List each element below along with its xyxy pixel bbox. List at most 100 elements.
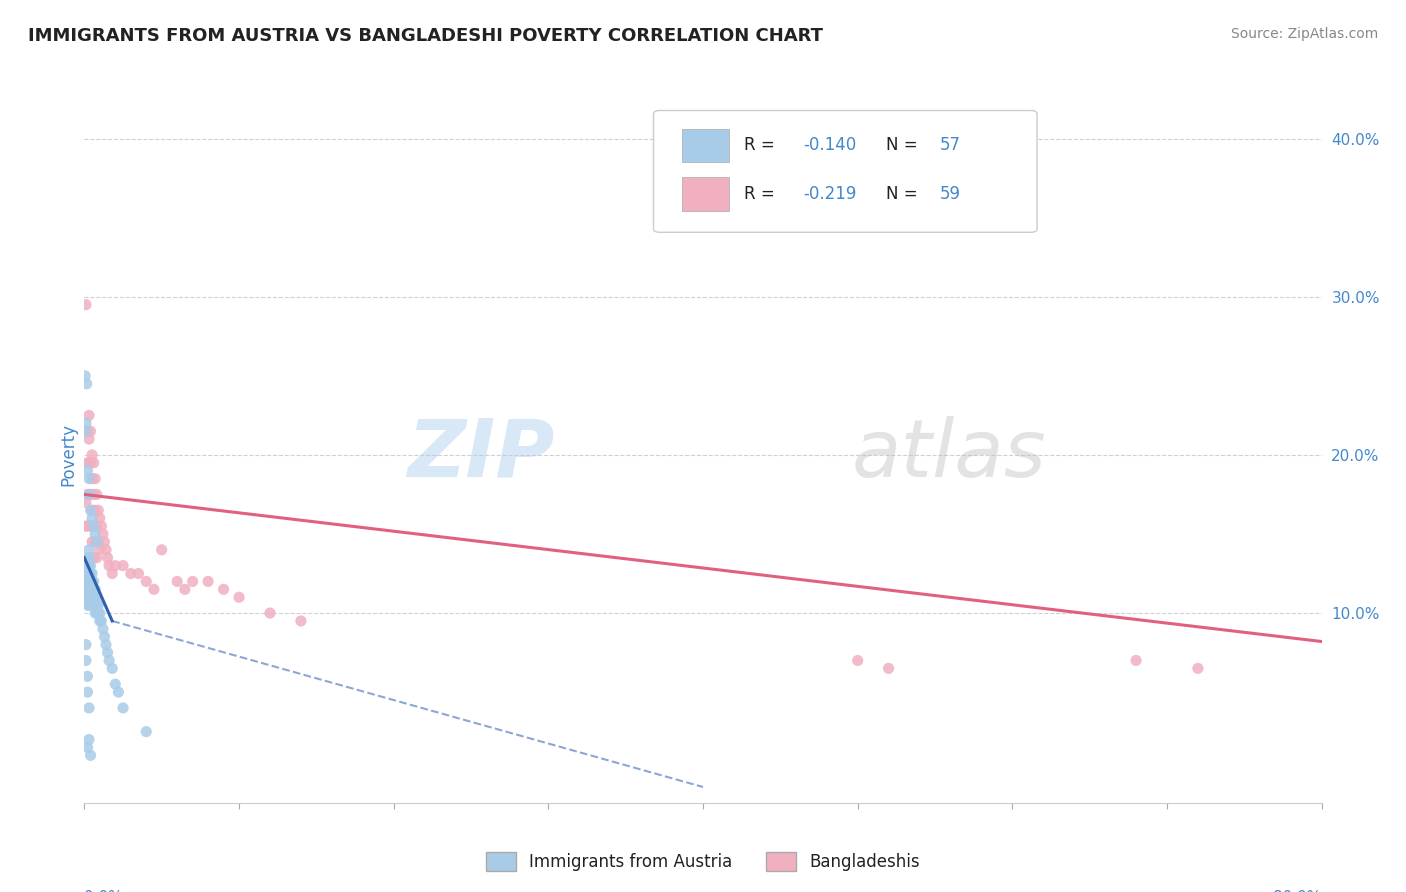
Point xyxy=(76,487,98,501)
Point xyxy=(197,574,219,589)
Point xyxy=(77,542,100,557)
Point xyxy=(76,550,98,565)
Point xyxy=(101,566,124,581)
Point xyxy=(86,591,108,605)
Point xyxy=(97,646,120,660)
Point xyxy=(86,550,108,565)
Point xyxy=(83,519,105,533)
Point xyxy=(82,574,104,589)
Point xyxy=(86,487,108,501)
Text: R =: R = xyxy=(744,136,780,154)
Point xyxy=(76,519,98,533)
Point xyxy=(128,566,150,581)
Point xyxy=(94,542,117,557)
Point xyxy=(112,558,135,573)
Point xyxy=(89,606,111,620)
Point xyxy=(79,598,101,612)
Point xyxy=(76,424,98,438)
Point xyxy=(143,582,166,597)
Point xyxy=(82,591,104,605)
Point xyxy=(83,598,105,612)
Point xyxy=(1187,661,1209,675)
Point xyxy=(89,614,111,628)
Point xyxy=(77,574,100,589)
Point xyxy=(91,622,114,636)
Text: atlas: atlas xyxy=(852,416,1046,494)
Text: N =: N = xyxy=(886,136,922,154)
Text: IMMIGRANTS FROM AUSTRIA VS BANGLADESHI POVERTY CORRELATION CHART: IMMIGRANTS FROM AUSTRIA VS BANGLADESHI P… xyxy=(28,27,823,45)
Point xyxy=(87,598,110,612)
Point xyxy=(98,653,121,667)
Point xyxy=(77,456,100,470)
Point xyxy=(75,574,97,589)
Point xyxy=(83,487,105,501)
Point xyxy=(84,582,107,597)
Point xyxy=(77,591,100,605)
Point xyxy=(83,550,105,565)
Point xyxy=(82,503,104,517)
Point xyxy=(93,630,115,644)
Point xyxy=(75,368,97,383)
Point xyxy=(75,582,97,597)
Point xyxy=(75,653,97,667)
Point xyxy=(86,606,108,620)
Point xyxy=(259,606,281,620)
Point xyxy=(79,582,101,597)
Point xyxy=(77,732,100,747)
Point xyxy=(166,574,188,589)
Point xyxy=(82,448,104,462)
Point xyxy=(120,566,142,581)
Point xyxy=(76,456,98,470)
Point xyxy=(76,591,98,605)
Point xyxy=(89,511,111,525)
Point xyxy=(77,487,100,501)
Point xyxy=(82,472,104,486)
Point xyxy=(77,432,100,446)
Point xyxy=(76,598,98,612)
Point xyxy=(181,574,204,589)
Point xyxy=(150,542,173,557)
Point xyxy=(75,424,97,438)
Point xyxy=(82,511,104,525)
Point xyxy=(76,558,98,573)
Bar xyxy=(682,178,728,211)
Point xyxy=(101,661,124,675)
Text: R =: R = xyxy=(744,185,780,203)
Point xyxy=(93,534,115,549)
Point xyxy=(82,566,104,581)
Point xyxy=(76,685,98,699)
Y-axis label: Poverty: Poverty xyxy=(59,424,77,486)
Point xyxy=(83,582,105,597)
FancyBboxPatch shape xyxy=(654,111,1038,232)
Text: Source: ZipAtlas.com: Source: ZipAtlas.com xyxy=(1230,27,1378,41)
Point xyxy=(87,534,110,549)
Point xyxy=(84,527,107,541)
Point xyxy=(79,424,101,438)
Point xyxy=(79,748,101,763)
Point xyxy=(79,566,101,581)
Point xyxy=(77,558,100,573)
Point xyxy=(107,685,129,699)
Point xyxy=(75,582,97,597)
Point xyxy=(75,519,97,533)
Point xyxy=(87,606,110,620)
Point xyxy=(83,519,105,533)
Point xyxy=(877,661,900,675)
Text: -0.219: -0.219 xyxy=(803,185,856,203)
Text: ZIP: ZIP xyxy=(408,416,554,494)
Text: 80.0%: 80.0% xyxy=(1274,889,1322,892)
Point xyxy=(77,472,100,486)
Point xyxy=(76,740,98,755)
Point xyxy=(97,550,120,565)
Point xyxy=(104,677,127,691)
Text: 59: 59 xyxy=(939,185,960,203)
Point xyxy=(77,487,100,501)
Legend: Immigrants from Austria, Bangladeshis: Immigrants from Austria, Bangladeshis xyxy=(479,846,927,878)
Point xyxy=(174,582,197,597)
Point xyxy=(76,669,98,683)
Point xyxy=(77,598,100,612)
Point xyxy=(75,638,97,652)
Point xyxy=(89,542,111,557)
Bar xyxy=(682,128,728,162)
Point xyxy=(84,472,107,486)
